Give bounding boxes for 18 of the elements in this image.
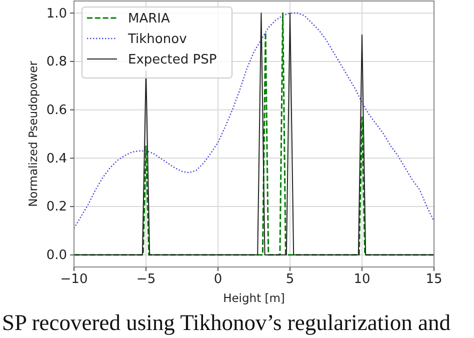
x-tick-label: −10 <box>60 272 88 288</box>
text: SP recovered using Tikhonov’s regularization and <box>2 310 450 335</box>
y-tick-label: 0.6 <box>46 102 67 118</box>
y-tick-label: 0.8 <box>46 54 67 70</box>
y-tick-label: 0.0 <box>46 248 67 264</box>
x-tick-label: 0 <box>214 272 222 288</box>
x-axis-title: Height [m] <box>223 291 285 305</box>
legend-label: Tikhonov <box>127 32 188 47</box>
y-tick-label: 0.2 <box>46 200 67 215</box>
x-tick-label: 15 <box>426 272 442 288</box>
x-tick-label: 10 <box>354 272 370 288</box>
y-tick-label: 1.0 <box>46 6 67 22</box>
legend-label: MARIA <box>128 12 170 26</box>
x-tick-label: 5 <box>286 272 294 288</box>
y-tick-label: 0.4 <box>46 151 67 166</box>
y-axis-title: Normalized Pseudopower <box>26 60 40 207</box>
x-tick-label: −5 <box>136 272 156 288</box>
legend-label: Expected PSP <box>128 52 217 68</box>
